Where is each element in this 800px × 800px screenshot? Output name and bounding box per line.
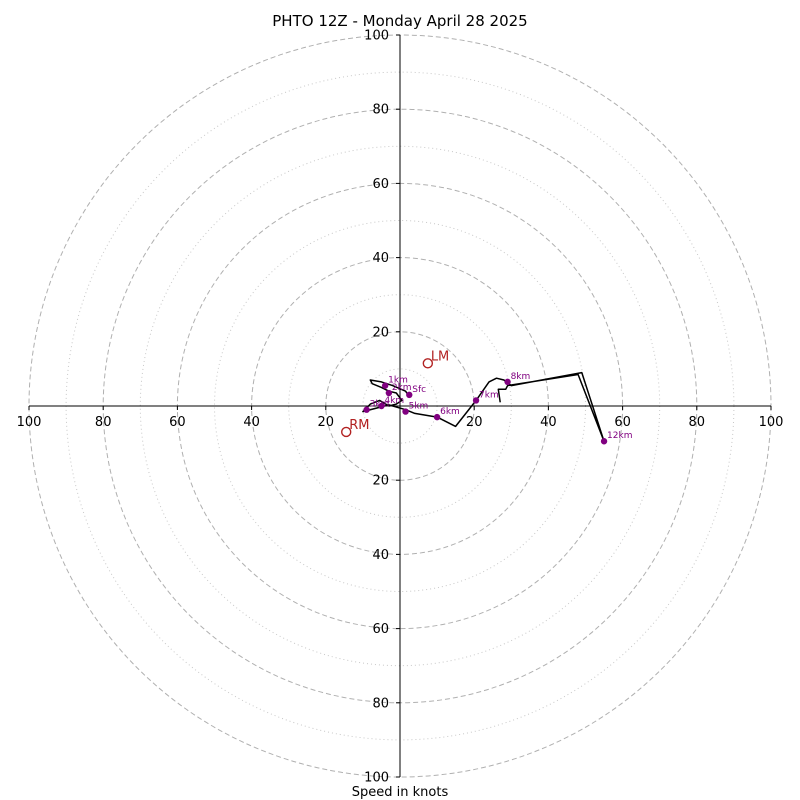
axes: 100 80 60 40 20 20 40 60 80 100 100 80 60 40 20 20 40 60 8… — [17, 29, 784, 786]
height-label: 8km — [511, 372, 531, 382]
height-label: 7km — [479, 390, 499, 400]
storm-motion-marker — [422, 358, 434, 369]
storm-motion-label: RM — [349, 418, 369, 433]
height-label: 2km — [392, 383, 412, 393]
x-tick-label: 100 — [17, 415, 42, 430]
storm-motion-marker — [341, 426, 352, 438]
y-tick-label: 20 — [372, 474, 389, 489]
y-tick-label: 80 — [372, 103, 389, 118]
x-tick-label: 80 — [689, 415, 706, 430]
y-tick-label: 60 — [372, 177, 389, 192]
height-marker — [385, 389, 393, 397]
y-tick-label: 100 — [364, 771, 389, 786]
x-tick-label: 20 — [466, 415, 483, 430]
x-tick-label: 40 — [540, 415, 557, 430]
x-tick-label: 100 — [759, 415, 784, 430]
height-label: Sfc — [412, 385, 426, 395]
hodograph-trace — [362, 371, 605, 442]
y-tick-label: 80 — [372, 696, 389, 711]
x-tick-label: 80 — [95, 415, 112, 430]
y-tick-label: 40 — [372, 548, 389, 563]
x-tick-label: 60 — [614, 415, 631, 430]
height-label: 4km — [384, 396, 404, 406]
x-tick-label: 60 — [169, 415, 186, 430]
height-marker — [378, 402, 385, 410]
hodograph-line — [362, 371, 605, 442]
height-marker — [433, 413, 441, 421]
height-marker — [406, 391, 413, 399]
x-tick-label: 20 — [318, 415, 335, 430]
height-label: 5km — [409, 402, 429, 412]
y-tick-label: 40 — [372, 251, 389, 266]
height-label: 12km — [607, 431, 632, 441]
height-marker — [381, 382, 389, 389]
x-axis-label: Speed in knots — [352, 785, 449, 800]
height-marker — [472, 397, 480, 404]
height-marker — [600, 438, 608, 445]
height-markers: Sfc1km2km3km4km5km6km7km8km12km — [363, 372, 632, 445]
storm-motion-markers: LM RM — [341, 349, 449, 438]
x-tick-label: 40 — [243, 415, 260, 430]
height-marker — [402, 408, 409, 415]
y-tick-label: 20 — [372, 325, 389, 340]
height-marker — [363, 406, 370, 413]
height-marker — [504, 378, 511, 386]
y-tick-label: 100 — [364, 29, 389, 44]
height-label: 1km — [388, 376, 408, 386]
height-label: 6km — [440, 407, 460, 417]
chart-title: PHTO 12Z - Monday April 28 2025 — [272, 12, 527, 30]
storm-motion-label: LM — [431, 349, 449, 364]
y-tick-label: 60 — [372, 622, 389, 637]
